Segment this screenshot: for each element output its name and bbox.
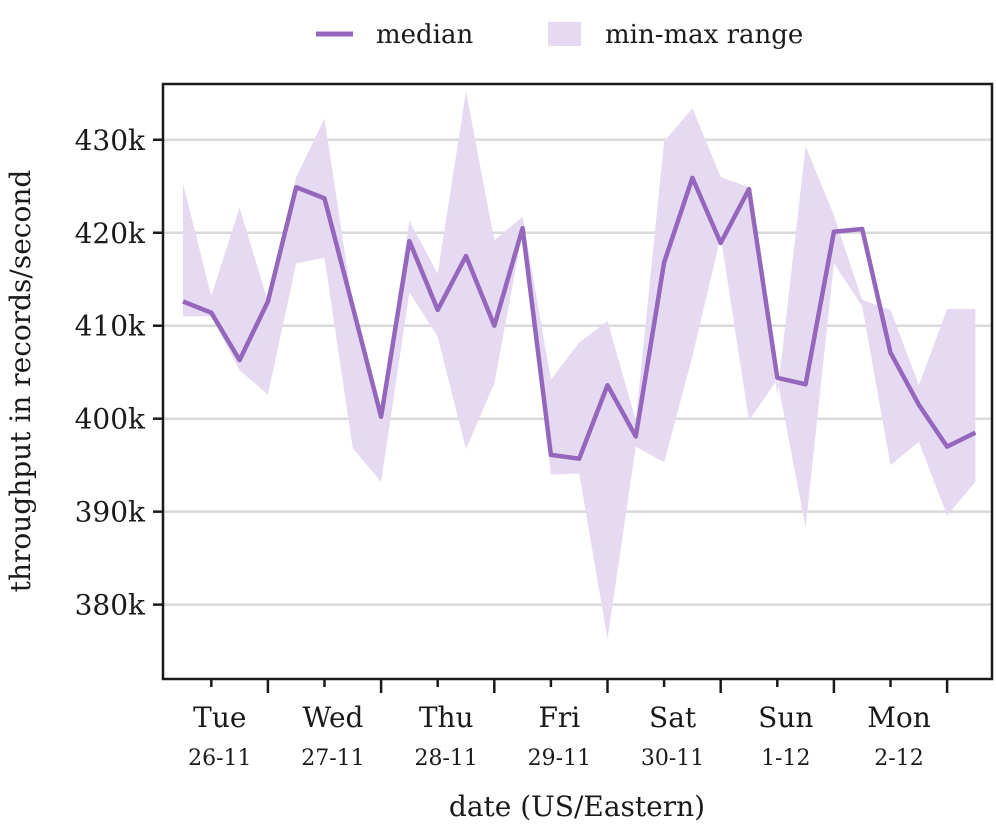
y-axis: 380k 390k 400k 410k 420k 430k [75, 124, 163, 622]
legend: median min-max range [316, 20, 803, 50]
legend-median-label: median [376, 20, 474, 50]
x-date-label: 28-11 [414, 746, 477, 771]
x-day-label: Thu [419, 701, 474, 734]
y-tick-label: 390k [75, 496, 146, 529]
x-day-label: Tue [193, 701, 246, 734]
x-axis-title: date (US/Eastern) [449, 790, 705, 823]
x-day-label: Fri [538, 701, 580, 734]
x-date-label: 27-11 [301, 746, 364, 771]
x-day-label: Sun [758, 701, 813, 734]
legend-range-swatch [548, 22, 581, 46]
x-day-label: Mon [867, 701, 931, 734]
legend-range-label: min-max range [605, 20, 803, 50]
x-day-label: Wed [302, 701, 363, 734]
y-axis-title: throughput in records/second [4, 170, 37, 593]
median-series-line [182, 175, 977, 461]
x-day-label: Sat [649, 701, 697, 734]
min-max-range-band [183, 91, 976, 639]
x-date-label: 30-11 [641, 746, 704, 771]
plot-frame [161, 82, 994, 681]
x-axis: Tue 26-11 Wed 27-11 Thu 28-11 Fri 29-11 Sat 30-11… [188, 679, 949, 771]
y-tick-label: 410k [75, 310, 146, 343]
y-tick-label: 420k [75, 217, 146, 250]
y-tick-label: 380k [75, 589, 146, 622]
x-date-label: 29-11 [528, 746, 591, 771]
x-date-label: 26-11 [188, 746, 251, 771]
x-date-label: 2-12 [874, 746, 923, 771]
y-tick-label: 430k [75, 124, 146, 157]
x-date-label: 1-12 [761, 746, 810, 771]
y-tick-label: 400k [75, 403, 146, 436]
